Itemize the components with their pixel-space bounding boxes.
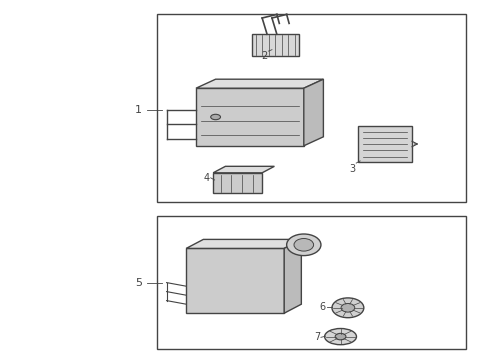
Bar: [358, 126, 412, 162]
Ellipse shape: [324, 328, 356, 345]
Ellipse shape: [335, 333, 346, 340]
Ellipse shape: [211, 114, 220, 120]
Ellipse shape: [341, 303, 355, 312]
Polygon shape: [196, 79, 323, 88]
Bar: [252, 34, 299, 56]
Polygon shape: [284, 239, 301, 313]
Ellipse shape: [332, 298, 364, 318]
Text: 6: 6: [320, 302, 326, 312]
Text: 3: 3: [349, 164, 355, 174]
Bar: [157, 216, 465, 349]
Bar: [186, 248, 284, 313]
Bar: [196, 88, 304, 146]
Ellipse shape: [294, 238, 314, 251]
Text: 5: 5: [135, 278, 142, 288]
Text: 4: 4: [204, 173, 210, 183]
Text: 2: 2: [261, 51, 267, 61]
Text: 1: 1: [135, 105, 142, 115]
Bar: [157, 14, 465, 202]
Polygon shape: [304, 79, 323, 146]
Polygon shape: [213, 166, 274, 173]
Text: 7: 7: [314, 332, 320, 342]
Ellipse shape: [287, 234, 321, 256]
Polygon shape: [186, 239, 301, 248]
Bar: [213, 173, 262, 193]
